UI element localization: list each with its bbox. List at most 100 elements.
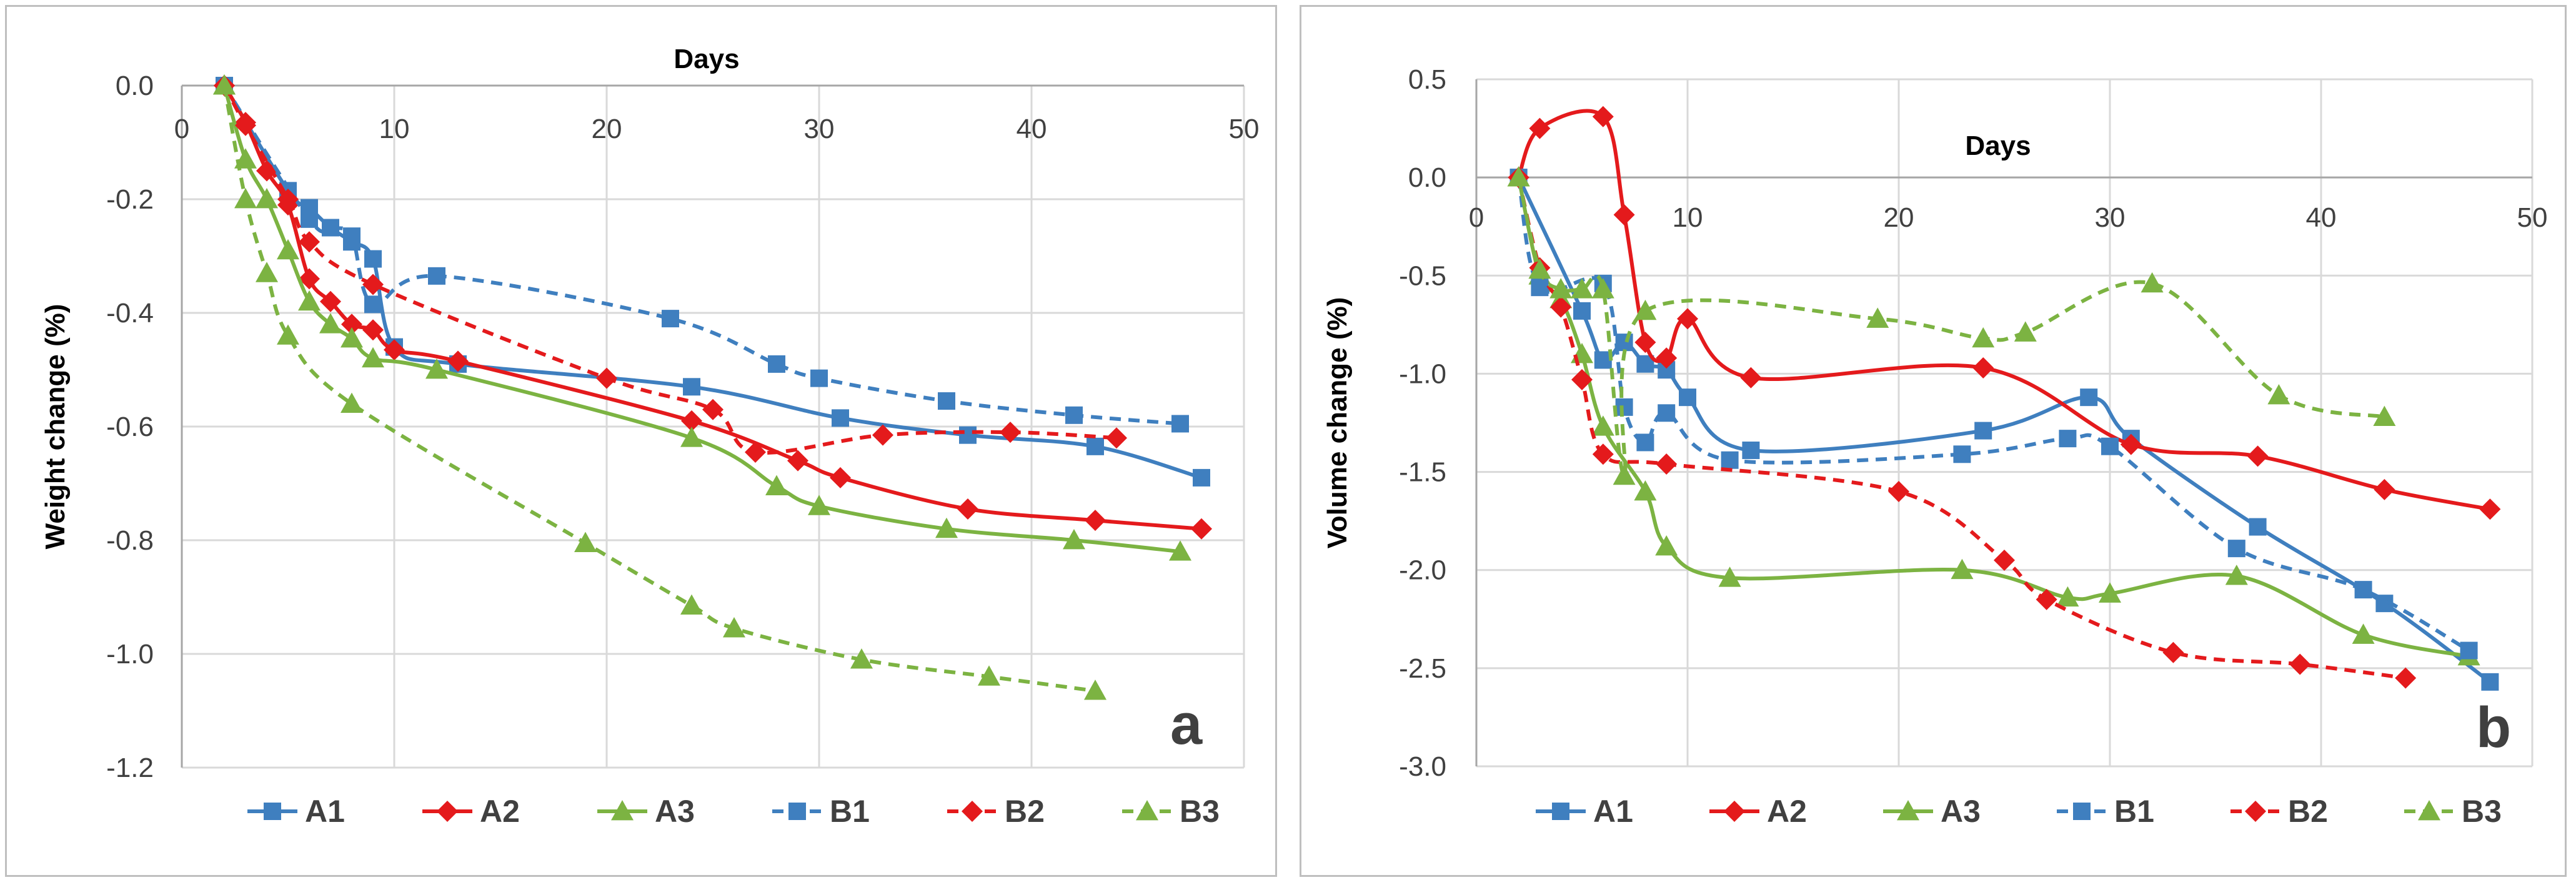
legend-label: B3 <box>1180 794 1220 829</box>
legend-item-a2: A2 <box>422 794 520 829</box>
data-point <box>1974 422 1992 440</box>
data-point <box>1549 278 1573 299</box>
data-point <box>447 350 469 372</box>
volume-change-chart: 0.5 0.0 -0.5 -1.0 -1.5 -2.0 -2.5 -3.0 0 10 20 30 40 5… <box>1322 64 2548 829</box>
x-axis-title: Days <box>674 44 739 74</box>
legend-label: A3 <box>655 794 695 829</box>
y-tick-label: -2.0 <box>1399 555 1446 586</box>
data-point <box>1193 468 1210 487</box>
data-point <box>299 231 320 253</box>
data-point <box>1972 357 1994 378</box>
data-point <box>1591 415 1614 436</box>
series-line <box>1516 176 2492 684</box>
x-axis-title: Days <box>1965 131 2031 161</box>
data-point <box>745 441 766 463</box>
data-point <box>2289 653 2311 675</box>
legend-label: B2 <box>1005 794 1045 829</box>
data-point <box>1634 480 1657 501</box>
data-point <box>384 339 405 361</box>
chart-panel-a: 0.0 -0.2 -0.4 -0.6 -0.8 -1.0 -1.2 0 10 20 30 40 50 Da… <box>5 5 1277 877</box>
data-point <box>1591 278 1614 299</box>
data-point <box>850 648 873 669</box>
y-tick-label: -0.2 <box>106 184 154 215</box>
x-tick-label: 0 <box>174 114 189 144</box>
data-point <box>1087 437 1104 455</box>
data-point <box>341 314 362 335</box>
legend-marker <box>1897 800 1919 821</box>
data-point <box>787 450 808 472</box>
data-point <box>235 114 256 136</box>
y-tick-label: -1.2 <box>106 753 154 783</box>
legend-item-b2: B2 <box>2230 794 2328 829</box>
data-point <box>2249 518 2267 536</box>
legend-item-a1: A1 <box>247 794 345 829</box>
data-point <box>832 409 849 427</box>
legend-label: B2 <box>2288 794 2328 829</box>
legend-item-a3: A3 <box>1883 794 1981 829</box>
data-point <box>1571 368 1593 390</box>
data-point <box>935 517 958 538</box>
series-line <box>222 85 1181 554</box>
data-point <box>2014 321 2037 342</box>
y-axis-title: Volume change (%) <box>1322 297 1353 549</box>
y-tick-label: -3.0 <box>1399 751 1446 782</box>
x-tick-label: 20 <box>592 114 622 144</box>
data-point <box>1994 550 2015 571</box>
data-point <box>1571 278 1593 299</box>
legend-label: A3 <box>1941 794 1981 829</box>
series-a3 <box>213 74 1191 561</box>
data-point <box>1636 433 1654 452</box>
data-point <box>1658 404 1676 422</box>
data-point <box>1085 510 1106 531</box>
data-point <box>320 290 341 312</box>
data-point <box>1742 442 1760 459</box>
data-point <box>1063 529 1085 550</box>
data-point <box>957 498 978 520</box>
data-point <box>2481 673 2499 691</box>
data-point <box>2099 582 2121 603</box>
data-point <box>2395 667 2417 689</box>
legend-marker <box>2418 800 2440 821</box>
data-point <box>277 189 299 210</box>
data-point <box>1679 388 1696 407</box>
data-point <box>2141 272 2164 293</box>
data-point <box>2460 641 2478 660</box>
data-point <box>2247 445 2269 467</box>
series-line <box>1516 109 2490 512</box>
data-point <box>1573 302 1591 320</box>
data-point <box>702 398 724 420</box>
data-point <box>1507 166 1530 187</box>
data-point <box>1972 327 1995 348</box>
data-point <box>1634 332 1656 354</box>
legend-item-a3: A3 <box>597 794 695 829</box>
y-tick-label: 0.0 <box>1408 162 1446 193</box>
x-tick-label: 50 <box>2517 202 2548 233</box>
data-point <box>362 347 384 368</box>
data-point <box>810 369 828 387</box>
data-point <box>1613 464 1636 485</box>
y-tick-label: -0.6 <box>106 412 154 442</box>
data-point <box>343 227 361 245</box>
data-point <box>1721 451 1739 469</box>
data-point <box>1634 299 1657 320</box>
x-tick-label: 20 <box>1884 202 1914 233</box>
data-point <box>2225 565 2248 585</box>
data-point <box>830 467 851 488</box>
y-tick-label: -1.0 <box>1399 358 1446 389</box>
legend-label: B1 <box>830 794 870 829</box>
data-point <box>1106 427 1127 449</box>
series-line <box>222 84 1117 455</box>
data-point <box>322 219 339 237</box>
data-point <box>680 427 703 447</box>
x-tick-label: 10 <box>1673 202 1703 233</box>
series-line <box>1516 177 2470 653</box>
legend-item-b2: B2 <box>947 794 1045 829</box>
legend-marker <box>2245 801 2266 822</box>
legend-marker <box>1552 803 1569 820</box>
legend-label: A1 <box>305 794 345 829</box>
legend-marker <box>788 803 806 820</box>
data-point <box>1169 540 1191 561</box>
data-point <box>2267 384 2290 405</box>
data-point <box>2479 498 2501 520</box>
y-tick-label: 0.5 <box>1408 64 1446 95</box>
